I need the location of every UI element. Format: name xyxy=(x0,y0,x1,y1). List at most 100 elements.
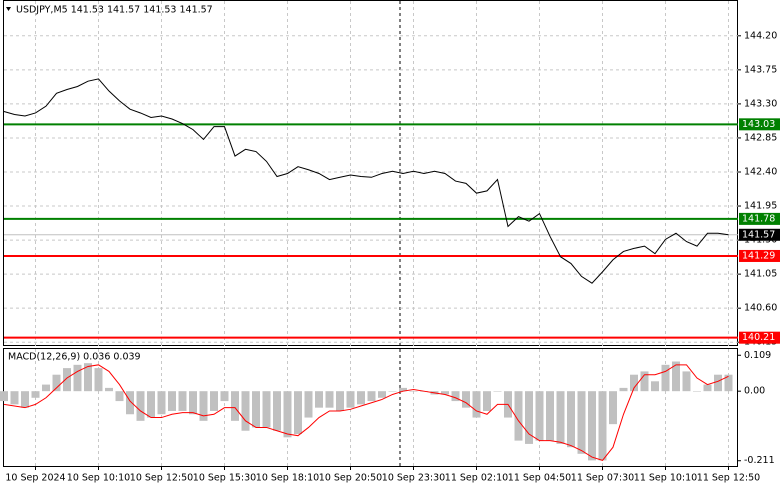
macd-bar xyxy=(598,391,607,461)
level-tag xyxy=(739,118,780,131)
macd-bar xyxy=(10,391,19,405)
level-label: 141.29 xyxy=(742,250,775,261)
macd-bar xyxy=(73,364,82,392)
macd-bar xyxy=(493,391,502,392)
macd-bar xyxy=(577,391,586,454)
macd-bar xyxy=(252,391,260,428)
macd-bar xyxy=(168,391,176,411)
macd-bar xyxy=(399,387,407,392)
y-tick-label: 141.95 xyxy=(744,201,777,212)
macd-bar xyxy=(304,391,313,418)
price-pane xyxy=(3,0,738,346)
macd-bar xyxy=(157,391,166,415)
macd-bar xyxy=(283,391,292,438)
macd-bar xyxy=(136,391,145,421)
macd-bar xyxy=(42,384,50,392)
macd-bar xyxy=(483,391,491,411)
macd-bar xyxy=(672,361,680,392)
macd-bar xyxy=(367,391,376,402)
macd-bar xyxy=(0,391,8,402)
macd-bar xyxy=(682,371,691,392)
x-tick-label: 11 Sep 10:10 xyxy=(634,473,697,484)
macd-bar xyxy=(84,363,92,392)
macd-bar xyxy=(388,391,397,392)
macd-bar xyxy=(147,391,155,418)
macd-bar xyxy=(31,391,40,398)
macd-bar xyxy=(21,391,29,408)
macd-bar xyxy=(441,391,449,395)
y-tick-label: 0.00 xyxy=(744,386,765,397)
macd-bar xyxy=(651,381,659,392)
x-tick-label: 10 Sep 12:50 xyxy=(130,473,193,484)
macd-bar xyxy=(409,391,418,392)
level-tag xyxy=(739,212,780,225)
price-line xyxy=(3,78,729,284)
y-tick-label: 141.05 xyxy=(744,269,777,280)
macd-bar xyxy=(630,374,638,392)
macd-bar xyxy=(661,364,670,392)
macd-bar xyxy=(535,391,544,441)
macd-bar xyxy=(199,391,208,421)
level-label: 141.78 xyxy=(742,213,775,224)
x-tick-label: 10 Sep 18:10 xyxy=(256,473,319,484)
y-tick-label: 140.60 xyxy=(744,303,777,314)
macd-bar xyxy=(640,371,649,392)
macd-bar xyxy=(231,391,239,421)
y-tick-label: 143.75 xyxy=(744,64,777,75)
macd-bar xyxy=(241,391,250,431)
plot-layer xyxy=(0,1,738,466)
macd-bar xyxy=(693,391,701,392)
macd-bar xyxy=(724,374,733,392)
macd-bar xyxy=(63,368,71,392)
x-tick-label: 10 Sep 15:30 xyxy=(193,473,256,484)
y-tick-label: -0.211 xyxy=(744,455,775,466)
y-tick-label: 142.40 xyxy=(744,166,777,177)
macd-bar xyxy=(336,391,344,411)
x-tick-label: 10 Sep 20:50 xyxy=(319,473,382,484)
macd-bar xyxy=(126,391,134,415)
level-label: 143.03 xyxy=(742,119,775,130)
macd-bar xyxy=(210,391,218,411)
y-tick-label: 142.85 xyxy=(744,132,777,143)
macd-bar xyxy=(609,391,617,425)
y-tick-label: 143.30 xyxy=(744,98,777,109)
y-tick-label: 144.20 xyxy=(744,30,777,41)
x-tick-label: 11 Sep 12:50 xyxy=(697,473,760,484)
price-tag xyxy=(739,228,780,241)
macd-bar xyxy=(220,391,229,402)
x-tick-label: 10 Sep 2024 xyxy=(5,473,65,484)
x-tick-label: 11 Sep 07:30 xyxy=(571,473,634,484)
macd-bar xyxy=(514,391,523,441)
macd-bar xyxy=(325,391,334,408)
title-marker xyxy=(6,7,11,11)
macd-title: MACD(12,26,9) 0.036 0.039 xyxy=(8,352,141,363)
x-tick-label: 11 Sep 02:10 xyxy=(445,473,508,484)
macd-bar xyxy=(94,368,103,392)
level-tag xyxy=(739,249,780,262)
macd-bar xyxy=(357,391,365,405)
macd-bar xyxy=(378,391,386,398)
macd-bar xyxy=(294,391,302,435)
macd-bar xyxy=(178,391,187,411)
macd-pane xyxy=(3,348,738,467)
x-tick-label: 10 Sep 23:30 xyxy=(382,473,445,484)
macd-bar xyxy=(714,374,722,392)
level-tag xyxy=(739,331,780,344)
macd-bar xyxy=(52,374,61,392)
macd-bar xyxy=(472,391,481,418)
macd-bar xyxy=(525,391,533,444)
macd-bar xyxy=(567,391,575,448)
price-label: 141.57 xyxy=(742,229,775,240)
y-tick-label: 0.109 xyxy=(744,350,771,361)
macd-bar xyxy=(619,387,628,392)
macd-bar xyxy=(451,391,460,402)
macd-bar xyxy=(556,391,565,444)
macd-bar xyxy=(546,391,554,441)
macd-bar xyxy=(703,384,712,392)
macd-bar xyxy=(115,391,124,402)
chart-title: USDJPY,M5 141.53 141.57 141.53 141.57 xyxy=(16,5,213,16)
x-tick-label: 11 Sep 04:50 xyxy=(508,473,571,484)
macd-bar xyxy=(346,391,355,408)
level-label: 140.21 xyxy=(742,332,775,343)
